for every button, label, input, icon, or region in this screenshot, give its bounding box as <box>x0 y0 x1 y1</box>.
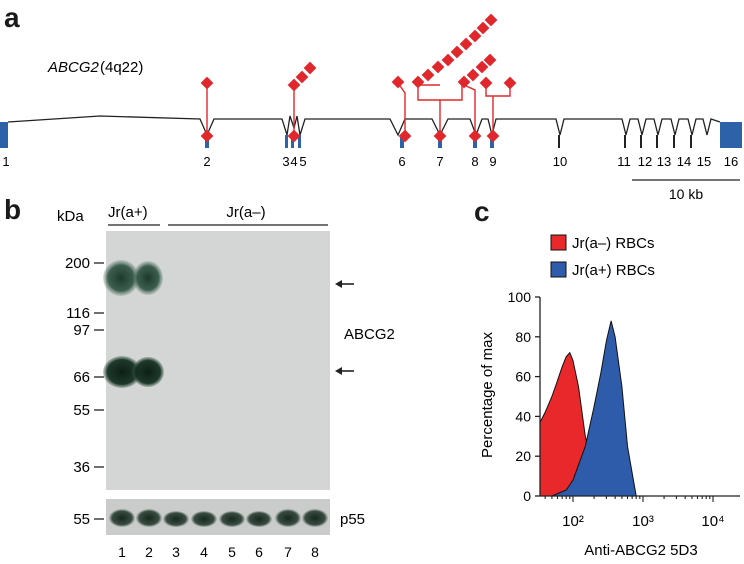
western-blot: kDa Jr(a+) Jr(a–) 200 116 97 66 55 36 5 <box>57 204 395 560</box>
band-lane2-low <box>132 357 164 387</box>
y-axis-ticks: 0 20 40 60 80 100 <box>508 289 540 504</box>
x-tick-label: 10² <box>562 513 584 530</box>
histogram-area-series-2 <box>551 320 637 497</box>
exon-5-box <box>298 135 301 148</box>
exon-label-16: 16 <box>724 154 738 169</box>
intron-line <box>7 115 721 137</box>
y-tick-label: 0 <box>523 488 531 504</box>
mutation-stems <box>206 82 511 136</box>
lane-label-4: 4 <box>200 544 208 560</box>
exon-1-box <box>0 122 8 148</box>
panel-a-label: a <box>4 2 20 33</box>
band-lane2-high <box>133 261 163 295</box>
x-tick-label: 10³ <box>632 513 654 530</box>
exon-13-box <box>656 135 658 148</box>
exon-14-box <box>673 135 675 148</box>
lane-label-5: 5 <box>228 544 236 560</box>
exon-9-box <box>490 135 494 148</box>
marker-116: 116 <box>66 305 90 322</box>
exon-12-box <box>640 135 642 148</box>
kda-unit-label: kDa <box>57 208 84 225</box>
y-tick-label: 80 <box>515 329 531 345</box>
y-tick-label: 40 <box>515 408 531 424</box>
exon-3-box <box>285 135 288 148</box>
y-tick-label: 20 <box>515 448 531 464</box>
exon-label-15: 15 <box>697 154 711 169</box>
lane-label-3: 3 <box>172 544 180 560</box>
exon-label-14: 14 <box>677 154 691 169</box>
exon-label-13: 13 <box>657 154 671 169</box>
exon-label-1: 1 <box>2 154 9 169</box>
loading-control-bands <box>109 509 328 527</box>
exon-label-9: 9 <box>489 154 496 169</box>
marker-36: 36 <box>73 459 90 476</box>
y-axis-label: Percentage of max <box>479 332 496 458</box>
x-axis-label: Anti-ABCG2 5D3 <box>584 542 697 559</box>
protein-label-p55: p55 <box>340 511 365 528</box>
mutation-markers <box>200 13 517 143</box>
gene-locus: (4q22) <box>100 59 143 76</box>
exon-label-8: 8 <box>471 154 478 169</box>
exon-label-5: 5 <box>299 154 306 169</box>
exon-label-2: 2 <box>203 154 210 169</box>
flow-histogram: Jr(a–) RBCs Jr(a+) RBCs 0 20 40 60 80 100 10²… <box>479 234 740 559</box>
marker-200: 200 <box>65 255 90 272</box>
exon-16-box <box>720 122 742 148</box>
marker-ticks <box>94 262 104 520</box>
scale-bar-label: 10 kb <box>669 186 703 202</box>
legend-label-jr-positive: Jr(a+) RBCs <box>572 262 655 279</box>
band-lane1-low <box>103 356 141 388</box>
gene-name: ABCG2 <box>47 59 100 76</box>
exon-label-12: 12 <box>638 154 652 169</box>
marker-97: 97 <box>73 322 90 339</box>
arrow-icon-low <box>335 367 354 375</box>
lane-label-7: 7 <box>284 544 292 560</box>
legend-label-jr-negative: Jr(a–) RBCs <box>572 235 655 252</box>
exon-11-box <box>624 135 626 148</box>
exon-label-7: 7 <box>436 154 443 169</box>
x-tick-label: 10⁴ <box>701 513 724 530</box>
histogram-areas <box>539 320 637 497</box>
lane-label-1: 1 <box>118 544 126 560</box>
exon-label-11: 11 <box>617 154 631 169</box>
group-label-jr-negative: Jr(a–) <box>226 204 265 221</box>
exon-4-box <box>291 135 294 148</box>
protein-label-abcg2: ABCG2 <box>344 326 395 343</box>
lane-label-8: 8 <box>311 544 319 560</box>
panel-c-label: c <box>474 196 490 227</box>
lane-label-2: 2 <box>145 544 153 560</box>
legend-swatch-jr-negative <box>550 234 567 251</box>
panel-b-label: b <box>4 194 22 225</box>
exon-10-box <box>558 135 560 148</box>
exon-15-box <box>690 135 692 148</box>
exon-label-10: 10 <box>553 154 567 169</box>
x-axis-ticks: 10² 10³ 10⁴ <box>544 496 725 530</box>
marker-loading-55: 55 <box>73 511 90 528</box>
marker-66: 66 <box>73 369 90 386</box>
exon-6-box <box>400 135 404 148</box>
legend-swatch-jr-positive <box>550 261 567 278</box>
band-lane1-high <box>103 260 139 296</box>
marker-55: 55 <box>73 402 90 419</box>
exon-label-6: 6 <box>398 154 405 169</box>
y-tick-label: 60 <box>515 369 531 385</box>
lane-label-6: 6 <box>255 544 263 560</box>
y-tick-label: 100 <box>508 289 532 305</box>
exon-label-4: 4 <box>290 154 297 169</box>
arrow-icon-high <box>335 280 354 288</box>
exon-label-3: 3 <box>282 154 289 169</box>
group-label-jr-positive: Jr(a+) <box>108 204 148 221</box>
gene-structure-diagram: ABCG2 (4q22) 1 2 3 <box>0 13 742 202</box>
